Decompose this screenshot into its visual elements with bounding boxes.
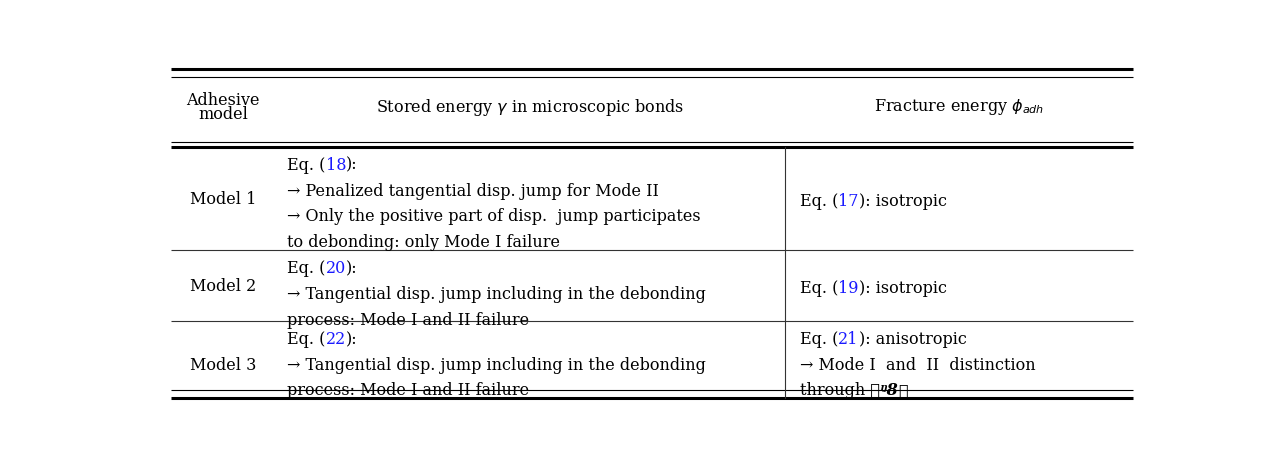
Text: → Mode I  and  II  distinction: → Mode I and II distinction [800, 356, 1035, 373]
Text: through ⟦: through ⟦ [800, 382, 880, 399]
Text: Model 3: Model 3 [190, 357, 256, 373]
Text: ):: ): [346, 260, 357, 277]
Text: process: Mode I and II failure: process: Mode I and II failure [287, 311, 529, 328]
Text: → Penalized tangential disp. jump for Mode II: → Penalized tangential disp. jump for Mo… [287, 182, 659, 199]
Text: Eq. (: Eq. ( [287, 260, 326, 277]
Text: 21: 21 [838, 330, 859, 347]
Text: 17: 17 [838, 193, 859, 210]
Text: ): isotropic: ): isotropic [859, 280, 946, 297]
Text: Eq. (: Eq. ( [287, 330, 326, 347]
Text: ): anisotropic: ): anisotropic [859, 330, 967, 347]
Text: Fracture energy $\phi_{adh}$: Fracture energy $\phi_{adh}$ [874, 97, 1044, 117]
Text: Eq. (: Eq. ( [800, 280, 838, 297]
Text: Eq. (: Eq. ( [287, 156, 326, 174]
Text: → Tangential disp. jump including in the debonding: → Tangential disp. jump including in the… [287, 356, 706, 373]
Text: Model 1: Model 1 [190, 191, 256, 208]
Text: Adhesive: Adhesive [186, 92, 259, 109]
Text: ⟧: ⟧ [898, 382, 908, 399]
Text: Model 2: Model 2 [190, 278, 256, 294]
Text: → Tangential disp. jump including in the debonding: → Tangential disp. jump including in the… [287, 285, 706, 302]
Text: 19: 19 [838, 280, 859, 297]
Text: to debonding: only Mode I failure: to debonding: only Mode I failure [287, 233, 560, 250]
Text: ):: ): [346, 156, 357, 174]
Text: model: model [198, 106, 248, 123]
Text: Eq. (: Eq. ( [800, 330, 838, 347]
Text: 20: 20 [326, 260, 346, 277]
Text: 18: 18 [326, 156, 346, 174]
Text: ):: ): [346, 330, 357, 347]
Text: Stored energy $\gamma$ in microscopic bonds: Stored energy $\gamma$ in microscopic bo… [377, 97, 684, 118]
Text: Eq. (: Eq. ( [800, 193, 838, 210]
Text: process: Mode I and II failure: process: Mode I and II failure [287, 382, 529, 399]
Text: → Only the positive part of disp.  jump participates: → Only the positive part of disp. jump p… [287, 208, 701, 225]
Text: ᵑ8: ᵑ8 [880, 382, 898, 399]
Text: 22: 22 [326, 330, 346, 347]
Text: ): isotropic: ): isotropic [859, 193, 946, 210]
